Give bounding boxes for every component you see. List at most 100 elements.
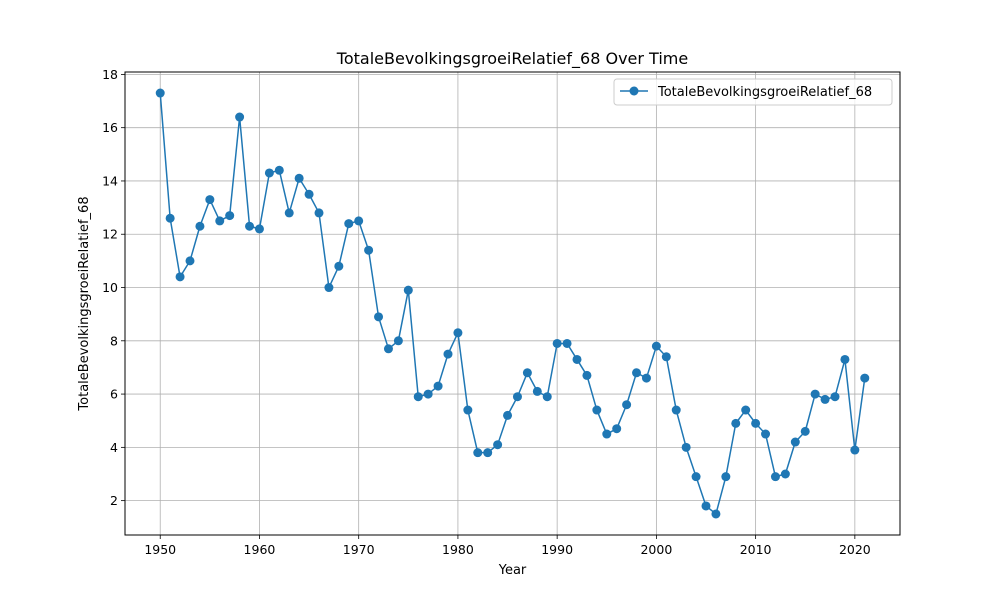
data-point xyxy=(195,221,205,231)
data-point xyxy=(661,352,671,362)
data-point xyxy=(215,216,225,226)
data-point xyxy=(155,88,165,98)
x-tick-label: 1950 xyxy=(144,542,176,557)
data-point xyxy=(542,392,552,402)
data-point xyxy=(751,418,761,428)
data-point xyxy=(671,405,681,415)
data-point xyxy=(413,392,423,402)
data-point xyxy=(810,389,820,399)
y-tick-label: 18 xyxy=(102,67,118,82)
data-point xyxy=(651,341,661,351)
y-axis-label: TotaleBevolkingsgroeiRelatief_68 xyxy=(77,196,92,411)
y-tick-label: 6 xyxy=(110,387,118,402)
data-point xyxy=(264,168,274,178)
data-point xyxy=(741,405,751,415)
data-point xyxy=(393,336,403,346)
data-point xyxy=(235,112,245,122)
data-point xyxy=(403,285,413,295)
data-point xyxy=(850,445,860,455)
data-point xyxy=(334,261,344,271)
legend-entry-label: TotaleBevolkingsgroeiRelatief_68 xyxy=(657,85,872,100)
data-point xyxy=(433,381,443,391)
x-tick-label: 1990 xyxy=(541,542,573,557)
data-point xyxy=(641,373,651,383)
data-point xyxy=(711,509,721,519)
axis-ticks: 1950 1960 1970 1980 1990 2000 2010 2020 2 4 6 8 10 12… xyxy=(102,67,871,557)
data-point xyxy=(453,328,463,338)
x-tick-label: 2020 xyxy=(839,542,871,557)
data-point xyxy=(364,245,374,255)
data-point xyxy=(374,312,384,322)
data-point xyxy=(562,338,572,348)
data-point xyxy=(820,394,830,404)
series-layer xyxy=(155,88,870,519)
data-point xyxy=(860,373,870,383)
data-point xyxy=(443,349,453,359)
data-point xyxy=(254,224,264,234)
data-point xyxy=(483,448,493,458)
chart-title: TotaleBevolkingsgroeiRelatief_68 Over Ti… xyxy=(336,49,688,69)
data-point xyxy=(344,219,354,229)
data-point xyxy=(522,368,532,378)
y-tick-label: 16 xyxy=(102,120,118,135)
data-point xyxy=(840,354,850,364)
grid-lines xyxy=(125,72,900,535)
legend-box xyxy=(613,78,893,106)
y-tick-label: 14 xyxy=(102,173,118,188)
data-point xyxy=(681,442,691,452)
data-point xyxy=(761,429,771,439)
data-point xyxy=(175,272,185,282)
data-point xyxy=(800,426,810,436)
data-point xyxy=(205,195,215,205)
x-tick-label: 1980 xyxy=(442,542,474,557)
data-point xyxy=(830,392,840,402)
y-tick-label: 8 xyxy=(110,333,118,348)
data-point xyxy=(780,469,790,479)
data-point xyxy=(572,354,582,364)
data-point xyxy=(503,410,513,420)
data-point xyxy=(185,256,195,266)
data-point xyxy=(314,208,324,218)
data-point xyxy=(354,216,364,226)
data-point xyxy=(701,501,711,511)
x-tick-label: 1960 xyxy=(244,542,276,557)
x-axis-label: Year xyxy=(498,563,527,578)
data-point xyxy=(602,429,612,439)
y-tick-label: 12 xyxy=(102,227,118,242)
data-point xyxy=(274,165,284,175)
data-point xyxy=(463,405,473,415)
plot-frame xyxy=(124,71,901,536)
data-point xyxy=(473,448,483,458)
data-point xyxy=(731,418,741,428)
legend-marker-swatch xyxy=(629,86,639,96)
data-point xyxy=(225,211,235,221)
x-tick-label: 2010 xyxy=(740,542,772,557)
data-point xyxy=(294,173,304,183)
y-tick-label: 10 xyxy=(102,280,118,295)
data-point xyxy=(622,400,632,410)
data-point xyxy=(770,472,780,482)
x-tick-label: 2000 xyxy=(640,542,672,557)
data-point xyxy=(165,213,175,223)
data-point xyxy=(512,392,522,402)
data-point xyxy=(493,440,503,450)
data-point xyxy=(612,424,622,434)
data-point xyxy=(284,208,294,218)
data-point xyxy=(721,472,731,482)
data-point xyxy=(304,189,314,199)
data-point xyxy=(552,338,562,348)
legend: TotaleBevolkingsgroeiRelatief_68 xyxy=(613,78,893,106)
data-point xyxy=(245,221,255,231)
data-point xyxy=(423,389,433,399)
y-tick-label: 4 xyxy=(110,440,118,455)
data-point xyxy=(582,370,592,380)
x-tick-label: 1970 xyxy=(343,542,375,557)
data-point xyxy=(324,283,334,293)
data-point xyxy=(632,368,642,378)
data-point xyxy=(383,344,393,354)
data-point xyxy=(691,472,701,482)
y-tick-label: 2 xyxy=(110,493,118,508)
data-point xyxy=(592,405,602,415)
data-point xyxy=(532,386,542,396)
